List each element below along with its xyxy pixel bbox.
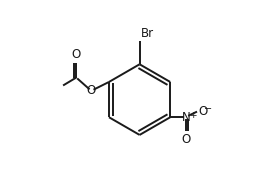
Text: O: O	[72, 48, 81, 61]
Text: +: +	[189, 111, 197, 120]
Text: Br: Br	[140, 27, 154, 40]
Text: N: N	[182, 111, 190, 124]
Text: O: O	[87, 84, 96, 97]
Text: O: O	[199, 105, 208, 118]
Text: −: −	[204, 104, 212, 114]
Text: O: O	[181, 133, 191, 146]
